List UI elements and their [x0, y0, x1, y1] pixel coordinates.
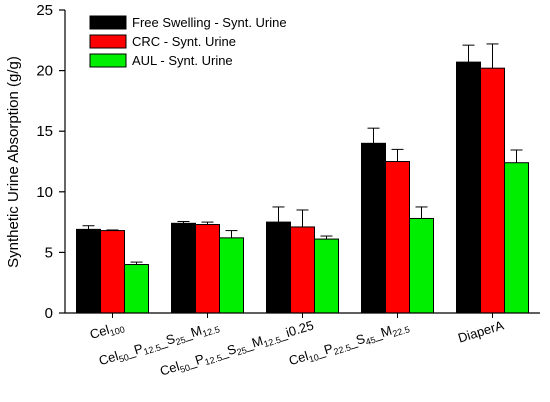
x-tick-label-text: _S	[156, 331, 177, 350]
bar	[219, 237, 244, 314]
x-tick-label-subscript: 10	[308, 352, 321, 364]
bar	[385, 161, 410, 314]
bar	[266, 221, 291, 314]
bar	[409, 217, 434, 314]
legend-label: AUL - Synt. Urine	[132, 53, 233, 68]
x-tick-label-subscript: 22.5	[332, 342, 352, 357]
bars-layer	[76, 43, 529, 314]
x-tick-label-text: Cel	[97, 348, 120, 368]
y-tick-label: 20	[36, 63, 53, 80]
bar	[171, 222, 196, 314]
bar	[124, 264, 149, 314]
x-tick-label-text: Cel	[88, 322, 111, 342]
y-tick-label: 25	[36, 2, 53, 19]
x-tick-label-subscript: 12.5	[201, 324, 221, 339]
x-tick-label-text: _M	[371, 323, 394, 343]
y-tick-label: 10	[36, 184, 53, 201]
y-axis: 0 5 10 15 20 25	[36, 2, 66, 322]
x-tick-label-text: _P	[124, 341, 145, 360]
x-tick-label-subscript: 12.5	[262, 334, 282, 349]
bar	[195, 224, 220, 314]
bar	[290, 226, 315, 314]
legend: Free Swelling - Synt. Urine CRC - Synt. U…	[89, 15, 287, 68]
legend-swatch	[89, 15, 127, 30]
bar	[76, 228, 101, 314]
x-tick-label-text: _M	[242, 333, 265, 353]
x-tick-label: Cel50_P12.5_S25_M12.5_i0.25	[158, 318, 316, 381]
x-tick-label-subscript: 50	[118, 352, 131, 364]
x-tick-label: Cel100	[88, 318, 126, 344]
legend-label: Free Swelling - Synt. Urine	[132, 15, 287, 30]
legend-swatch	[89, 34, 127, 49]
x-tick-label-subscript: 12.5	[203, 352, 223, 367]
bar	[456, 61, 481, 314]
y-axis-label: Synthetic Urine Absorption (g/g)	[5, 56, 22, 268]
x-tick-label-subscript: 50	[179, 362, 192, 374]
legend-swatch	[89, 53, 127, 68]
bar	[504, 162, 529, 314]
bar	[361, 142, 386, 314]
bar	[480, 67, 505, 314]
x-tick-label-text: Cel	[287, 348, 310, 368]
x-tick-label-text: _i0.25	[276, 318, 315, 343]
x-tick-label-text: _M	[181, 323, 204, 343]
x-tick-label-text: _P	[185, 351, 206, 370]
x-tick-label-subscript: 100	[109, 324, 126, 338]
x-tick-label: DiaperA	[456, 317, 506, 345]
y-tick-label: 5	[45, 244, 53, 261]
x-tick-label-text: _S	[217, 341, 238, 360]
x-tick-label: Cel50_P12.5_S25_M12.5	[97, 318, 221, 370]
x-tick-label-subscript: 25	[235, 345, 248, 357]
y-tick-label: 0	[45, 305, 53, 322]
x-tick-label-text: _P	[314, 341, 335, 360]
x-tick-label-subscript: 22.5	[391, 324, 411, 339]
bar	[314, 238, 339, 314]
x-tick-label-text: DiaperA	[456, 317, 506, 345]
x-tick-label-subscript: 45	[364, 334, 377, 346]
x-axis: Cel100Cel50_P12.5_S25_M12.5Cel50_P12.5_S…	[65, 312, 540, 381]
x-tick-label: Cel10_P22.5_S45_M22.5	[287, 318, 411, 370]
y-tick-label: 15	[36, 123, 53, 140]
legend-label: CRC - Synt. Urine	[132, 34, 236, 49]
x-tick-label-text: Cel	[158, 359, 181, 379]
bar	[100, 230, 125, 314]
x-tick-label-text: _S	[346, 331, 367, 350]
x-tick-label-subscript: 12.5	[142, 342, 162, 357]
x-tick-label-subscript: 25	[174, 334, 187, 346]
